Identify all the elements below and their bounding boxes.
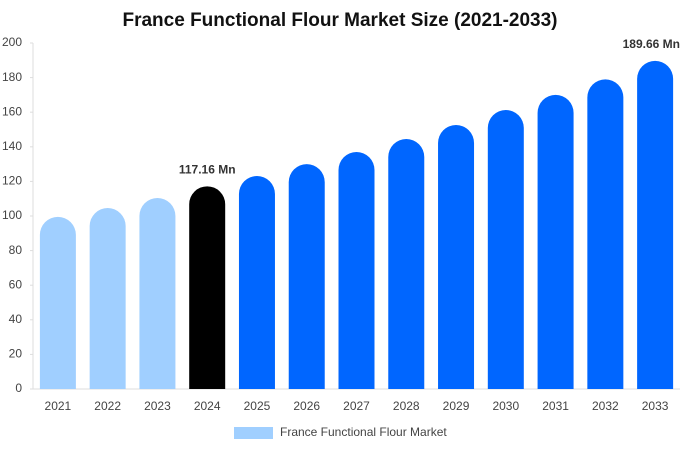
x-tick-label: 2021 bbox=[45, 399, 72, 413]
x-tick-label: 2033 bbox=[642, 399, 669, 413]
x-tick-label: 2026 bbox=[293, 399, 320, 413]
y-tick-label: 80 bbox=[9, 243, 23, 257]
y-tick-label: 120 bbox=[2, 174, 22, 188]
y-tick-label: 0 bbox=[15, 381, 22, 395]
y-tick-label: 200 bbox=[2, 35, 22, 49]
y-tick-label: 40 bbox=[9, 312, 23, 326]
y-tick-label: 20 bbox=[9, 347, 23, 361]
data-label: 189.66 Mn bbox=[623, 37, 680, 51]
y-tick-label: 60 bbox=[9, 277, 23, 291]
bar bbox=[388, 139, 425, 389]
y-tick-label: 100 bbox=[2, 208, 22, 222]
bar bbox=[338, 151, 375, 389]
y-tick-label: 140 bbox=[2, 139, 22, 153]
x-tick-label: 2022 bbox=[94, 399, 121, 413]
legend-swatch bbox=[234, 427, 273, 439]
bar bbox=[189, 186, 226, 389]
y-tick-label: 160 bbox=[2, 104, 22, 118]
bar bbox=[39, 216, 76, 389]
data-label: 117.16 Mn bbox=[179, 162, 236, 176]
bar bbox=[89, 208, 126, 389]
y-tick-label: 180 bbox=[2, 70, 22, 84]
x-tick-label: 2027 bbox=[343, 399, 370, 413]
chart-title: France Functional Flour Market Size (202… bbox=[122, 10, 557, 31]
bar bbox=[139, 198, 176, 389]
bar bbox=[288, 164, 325, 389]
x-tick-label: 2031 bbox=[542, 399, 569, 413]
bar bbox=[537, 94, 574, 389]
bar bbox=[587, 79, 624, 389]
legend-label: France Functional Flour Market bbox=[280, 425, 447, 439]
x-tick-label: 2030 bbox=[492, 399, 519, 413]
x-tick-label: 2028 bbox=[393, 399, 420, 413]
x-tick-label: 2025 bbox=[244, 399, 271, 413]
bar bbox=[487, 109, 524, 390]
x-tick-label: 2023 bbox=[144, 399, 171, 413]
x-tick-label: 2024 bbox=[194, 399, 221, 413]
bar bbox=[637, 60, 674, 390]
x-tick-label: 2029 bbox=[443, 399, 470, 413]
bar bbox=[238, 176, 275, 389]
x-tick-label: 2032 bbox=[592, 399, 619, 413]
bar bbox=[438, 125, 475, 389]
